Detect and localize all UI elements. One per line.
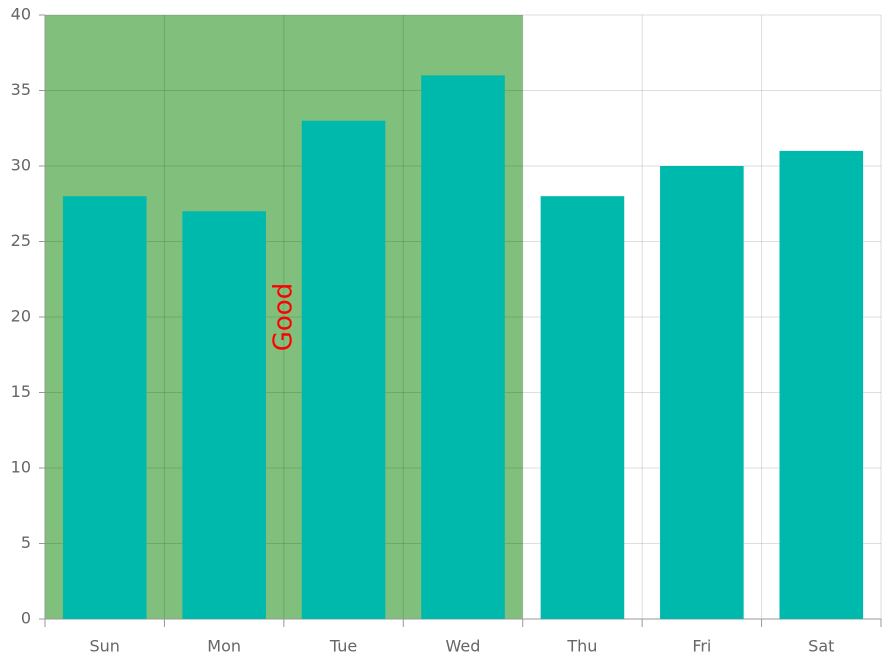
y-tick-label: 10 [11,458,31,477]
y-tick-label: 30 [11,156,31,175]
bar [301,120,386,619]
bar [182,211,266,620]
y-tick-label: 0 [21,609,31,628]
x-tick-label: Thu [566,637,597,656]
y-tick-label: 25 [11,231,31,250]
x-tick-label: Tue [329,637,357,656]
bar [540,196,625,619]
y-tick-label: 40 [11,5,31,24]
bar [779,150,864,619]
band-label: Good [268,283,298,351]
y-tick-label: 35 [11,80,31,99]
x-tick-label: Sat [808,637,834,656]
bar [421,75,505,619]
bar [660,166,744,619]
y-tick-label: 20 [11,307,31,326]
x-tick-label: Wed [446,637,481,656]
bar [62,196,147,619]
x-tick-label: Sun [89,637,119,656]
y-tick-label: 5 [21,533,31,552]
x-tick-label: Mon [207,637,241,656]
x-tick-label: Fri [692,637,711,656]
y-tick-label: 15 [11,382,31,401]
